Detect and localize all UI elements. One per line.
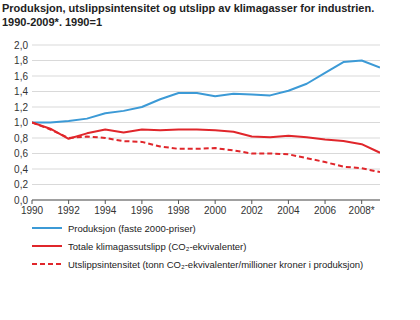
x-tick-label: 2008* (349, 205, 375, 216)
series-line (32, 61, 380, 123)
grid-line (32, 200, 380, 201)
x-tick-label: 1996 (131, 205, 154, 216)
grid-line (32, 45, 380, 46)
x-tick-label: 1998 (167, 205, 190, 216)
subtitle: 1990-2009*. 1990=1 (2, 16, 102, 28)
x-tick-label: 2000 (204, 205, 227, 216)
x-axis (32, 200, 380, 201)
legend-label: Utslippsintensitet (tonn CO₂-ekvivalente… (68, 259, 363, 270)
legend-label: Totale klimagassutslipp (CO₂-ekvivalente… (68, 241, 246, 252)
grid-line (32, 153, 380, 154)
legend-swatch (32, 245, 62, 247)
grid-line (32, 169, 380, 170)
y-tick-label: 2,0 (14, 40, 28, 51)
x-tick (325, 200, 326, 204)
y-tick-label: 1,6 (14, 71, 28, 82)
y-tick-label: 0,2 (14, 179, 28, 190)
y-tick-label: 0,4 (14, 164, 28, 175)
grid-line (32, 138, 380, 139)
grid-line (32, 76, 380, 77)
x-tick (288, 200, 289, 204)
title: Produksjon, utslippsintensitet og utslip… (2, 2, 374, 14)
x-tick (361, 200, 362, 204)
legend-swatch (32, 263, 62, 265)
x-tick-label: 1990 (21, 205, 44, 216)
x-tick-label: 2004 (277, 205, 300, 216)
grid-line (32, 107, 380, 108)
legend-swatch (32, 227, 62, 229)
x-tick-label: 2002 (241, 205, 264, 216)
y-tick-label: 0,0 (14, 195, 28, 206)
plot-area (32, 61, 380, 173)
y-tick-label: 1,0 (14, 117, 28, 128)
y-tick-label: 0,8 (14, 133, 28, 144)
x-tick (105, 200, 106, 204)
grid-line (32, 60, 380, 61)
grid-line (32, 122, 380, 123)
x-tick (32, 200, 33, 204)
x-tick (215, 200, 216, 204)
x-tick-label: 2006 (314, 205, 337, 216)
x-tick (251, 200, 252, 204)
x-tick (68, 200, 69, 204)
x-tick (141, 200, 142, 204)
x-tick (178, 200, 179, 204)
series-line (32, 123, 380, 173)
y-tick-label: 1,8 (14, 55, 28, 66)
x-tick-label: 1992 (58, 205, 81, 216)
y-tick-label: 1,4 (14, 86, 28, 97)
y-tick-label: 0,6 (14, 148, 28, 159)
grid-line (32, 184, 380, 185)
grid-line (32, 91, 380, 92)
x-tick-label: 1994 (94, 205, 117, 216)
legend-label: Produksjon (faste 2000-priser) (68, 223, 196, 234)
chart: Produksjon, utslippsintensitet og utslip… (0, 0, 420, 320)
y-tick-label: 1,2 (14, 102, 28, 113)
